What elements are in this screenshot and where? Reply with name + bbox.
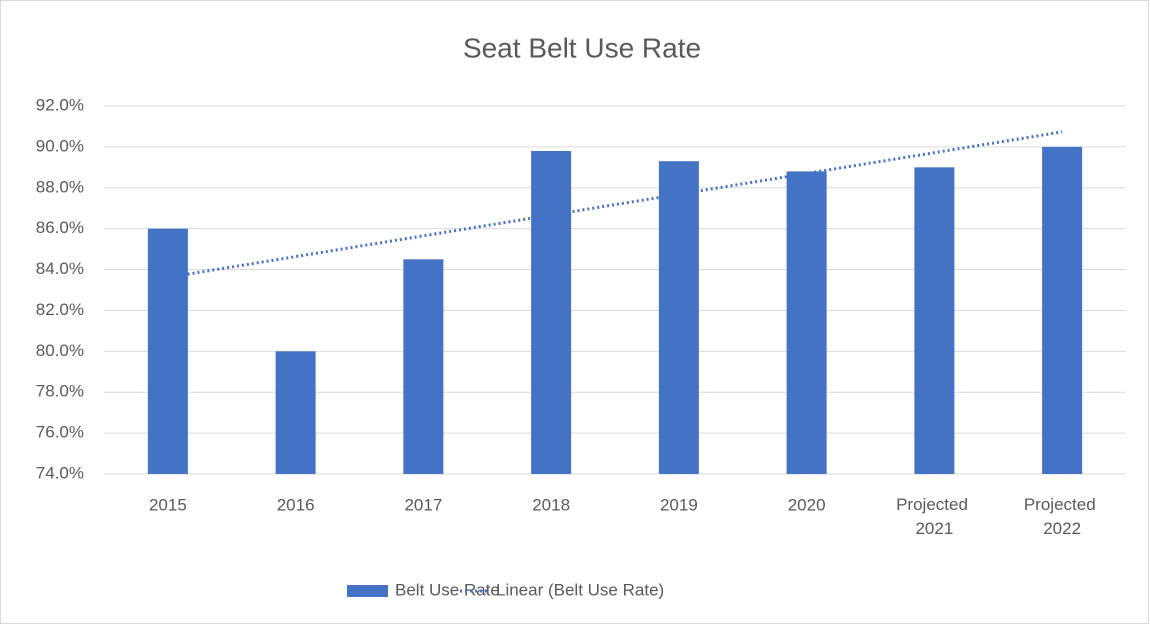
x-tick-label: 2017 xyxy=(404,495,442,514)
x-tick-label: Projected 2021 xyxy=(896,495,973,538)
x-tick-label: 2020 xyxy=(788,495,826,514)
y-tick-label: 82.0% xyxy=(36,300,84,319)
x-tick-label: Projected 2022 xyxy=(1024,495,1101,538)
bar xyxy=(531,150,572,474)
y-tick-label: 92.0% xyxy=(36,95,84,114)
bar xyxy=(658,161,699,474)
legend-swatch xyxy=(347,585,388,597)
legend-label: Belt Use Rate xyxy=(395,580,500,599)
y-tick-label: 86.0% xyxy=(36,218,84,237)
x-tick-label: 2015 xyxy=(149,495,187,514)
y-tick-label: 80.0% xyxy=(36,341,84,360)
trendline xyxy=(167,130,1063,279)
x-tick-label: 2019 xyxy=(660,495,698,514)
y-tick-label: 76.0% xyxy=(36,423,84,442)
chart-title: Seat Belt Use Rate xyxy=(463,32,701,63)
x-tick-label: 2018 xyxy=(532,495,570,514)
legend-label: Linear (Belt Use Rate) xyxy=(496,580,664,599)
bar xyxy=(403,259,444,474)
x-tick-label: 2016 xyxy=(277,495,315,514)
y-tick-label: 84.0% xyxy=(36,259,84,278)
bar xyxy=(1042,146,1083,474)
y-tick-label: 88.0% xyxy=(36,177,84,196)
y-tick-label: 78.0% xyxy=(36,382,84,401)
y-tick-label: 90.0% xyxy=(36,136,84,155)
bar xyxy=(914,167,955,475)
bar xyxy=(786,171,827,474)
bar xyxy=(275,351,316,474)
y-tick-label: 74.0% xyxy=(36,463,84,482)
bar xyxy=(147,228,188,474)
